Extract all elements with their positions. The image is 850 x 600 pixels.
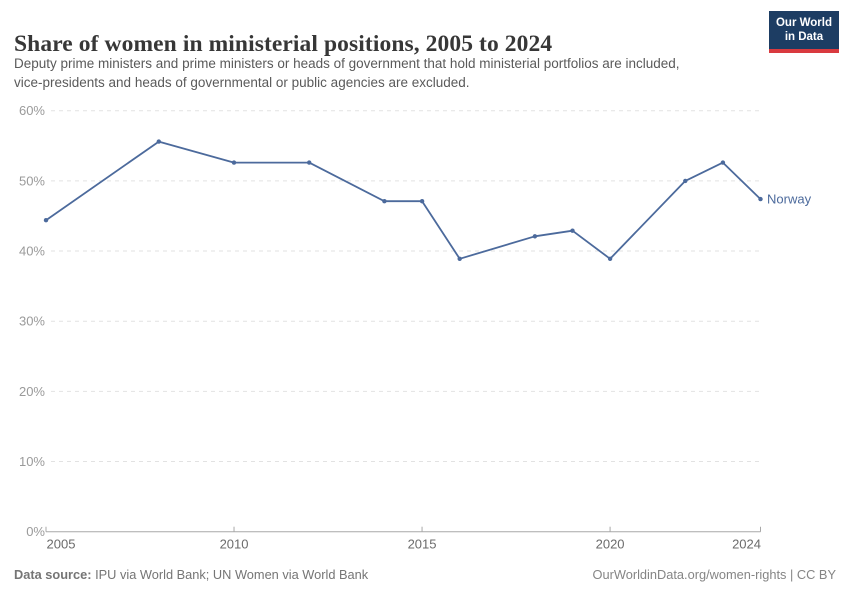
owid-logo-line2: in Data (784, 30, 824, 43)
chart-subtitle: Deputy prime ministers and prime ministe… (14, 56, 680, 90)
y-axis-tick-label: 10% (19, 454, 45, 469)
owid-logo-line1: Our World (775, 17, 832, 29)
data-point (419, 199, 425, 204)
data-point (532, 234, 538, 239)
data-source-text: IPU via World Bank; UN Women via World B… (91, 567, 369, 582)
data-point (720, 160, 726, 165)
x-axis-tick-label: 2020 (596, 537, 625, 552)
data-point (457, 256, 462, 261)
data-point (231, 160, 237, 165)
data-point (43, 218, 49, 223)
x-axis-tick-label: 2010 (220, 537, 249, 552)
chart-title: Share of women in ministerial positions,… (14, 30, 553, 57)
y-axis-tick-label: 0% (26, 524, 45, 539)
data-source: Data source: IPU via World Bank; UN Wome… (14, 567, 368, 582)
x-axis-tick-label: 2024 (732, 537, 761, 552)
owid-logo[interactable]: Our World in Data (768, 11, 839, 53)
data-source-label: Data source: (14, 567, 92, 582)
y-axis-tick-label: 20% (19, 384, 45, 399)
series-label: Norway (767, 192, 812, 207)
x-axis-tick-label: 2015 (408, 537, 437, 552)
y-axis-tick-label: 40% (19, 244, 45, 259)
data-line (45, 140, 762, 260)
y-axis-tick-label: 30% (19, 314, 45, 329)
data-point (382, 199, 387, 204)
y-axis-tick-label: 50% (19, 173, 45, 188)
data-point (758, 196, 763, 202)
chart-footer: Data source: IPU via World Bank; UN Wome… (14, 567, 836, 582)
rights-link[interactable]: OurWorldinData.org/women-rights | CC BY (592, 567, 836, 582)
data-point (570, 228, 575, 233)
y-axis-tick-label: 60% (19, 103, 45, 118)
data-point (607, 256, 613, 261)
data-point (156, 139, 161, 144)
x-axis-tick-label: 2005 (47, 537, 76, 552)
data-point (307, 160, 312, 165)
data-point (683, 178, 688, 184)
